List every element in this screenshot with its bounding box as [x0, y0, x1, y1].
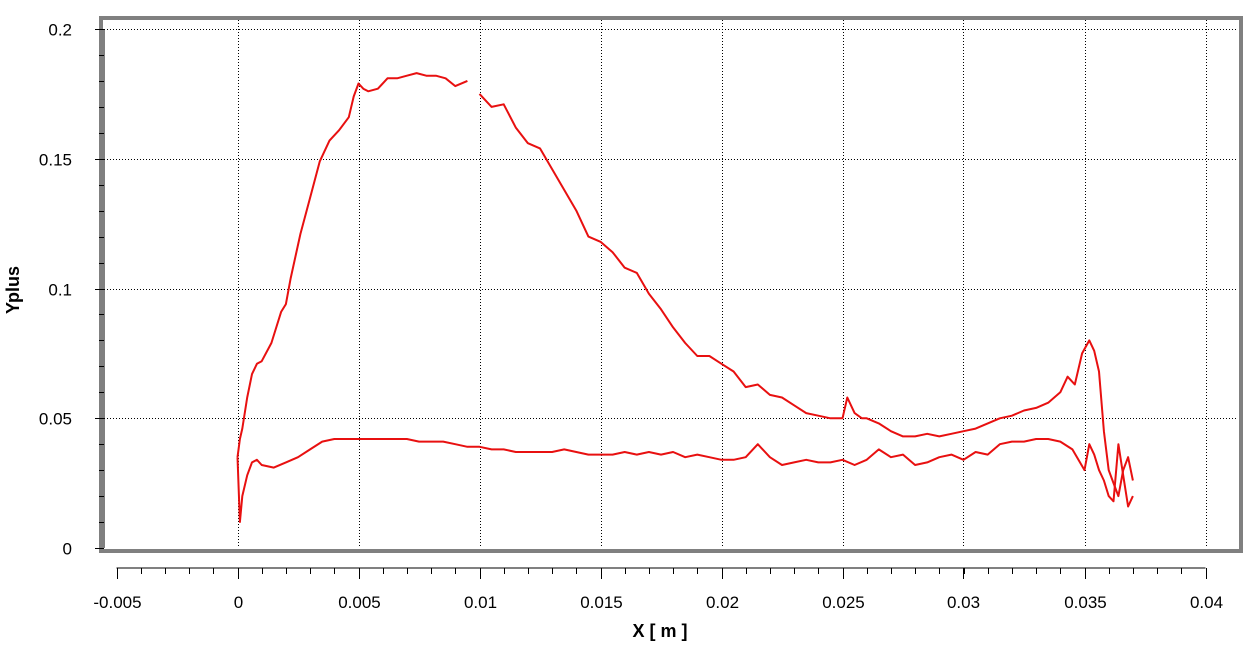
y-tick-label: 0.1 — [48, 281, 72, 300]
x-tick-label: 0.03 — [947, 593, 980, 612]
x-tick-label: 0.025 — [822, 593, 865, 612]
y-tick-label: 0.15 — [39, 151, 72, 170]
series-line-upper-surface-rear — [478, 93, 1134, 498]
x-tick-label: 0.04 — [1190, 593, 1223, 612]
y-tick-label: 0 — [63, 540, 72, 559]
x-tick-label: 0.01 — [464, 593, 497, 612]
y-tick-label: 0.2 — [48, 21, 72, 40]
plot-frame — [99, 16, 1243, 553]
x-axis-title: X [ m ] — [632, 621, 687, 641]
x-tick-label: 0.02 — [706, 593, 739, 612]
series-group — [236, 72, 1134, 523]
x-tick-label: 0.035 — [1064, 593, 1107, 612]
y-axis-title: Yplus — [3, 266, 23, 314]
y-axis: 0 0.05 0.1 0.15 0.2 — [39, 21, 105, 559]
grid — [104, 20, 1238, 548]
x-tick-label: -0.005 — [93, 593, 141, 612]
y-tick-label: 0.05 — [39, 410, 72, 429]
x-axis: -0.005 0 0.005 0.01 0.015 0.02 0.025 0.03 0.035 0… — [93, 567, 1223, 612]
x-tick-label: 0.015 — [580, 593, 623, 612]
series-line-upper-surface-front — [236, 72, 468, 458]
x-tick-label: 0 — [234, 593, 243, 612]
x-tick-label: 0.005 — [338, 593, 381, 612]
series-line-lower-surface — [236, 438, 1134, 523]
